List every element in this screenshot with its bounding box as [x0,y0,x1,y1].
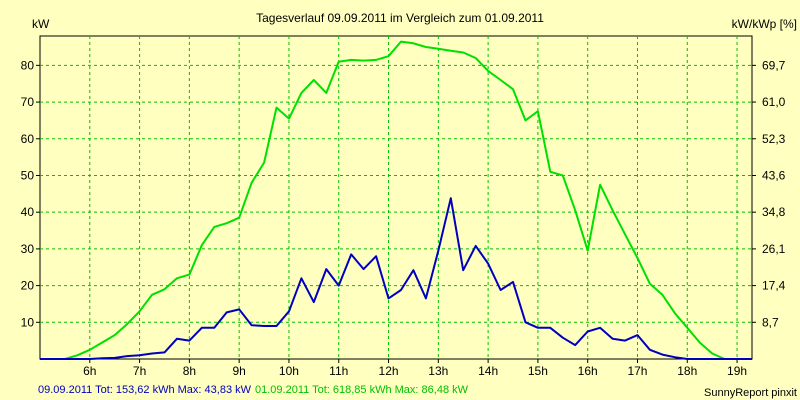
y-tick-label-left: 10 [21,315,35,329]
y-tick-label-left: 70 [21,95,35,109]
series-line-s09 [40,197,752,360]
x-tick-label: 14h [478,364,498,378]
x-tick-label: 12h [379,364,399,378]
y-axis-left-label: kW [32,17,50,31]
grid [40,36,752,359]
y-tick-label-right: 8,7 [762,315,779,329]
y-tick-label-right: 34,8 [762,205,786,219]
x-tick-label: 7h [133,364,146,378]
x-tick-label: 17h [627,364,647,378]
x-tick-label: 10h [279,364,299,378]
legend-series-1: 09.09.2011 Tot: 153,62 kWh Max: 43,83 kW [38,384,252,396]
y-tick-label-right: 17,4 [762,279,786,293]
x-tick-label: 18h [677,364,697,378]
y-tick-label-right: 69,7 [762,58,786,72]
footer-credit: SunnyReport pinxit [704,387,797,399]
y-axis-right-label: kW/kWp [%] [732,17,797,31]
y-tick-label-left: 20 [21,279,35,293]
x-tick-label: 13h [428,364,448,378]
legend-series-2: 01.09.2011 Tot: 618,85 kWh Max: 86,48 kW [255,384,469,396]
axis-ticks: 6h 7h 8h 9h 10h 11h 12h 13h 14h 15h 16h 17h 18h 19h 10… [21,58,786,378]
y-tick-label-left: 60 [21,132,35,146]
y-tick-label-right: 61,0 [762,95,786,109]
y-tick-label-right: 26,1 [762,242,786,256]
y-tick-label-right: 52,3 [762,132,786,146]
y-tick-label-left: 80 [21,58,35,72]
chart-title: Tagesverlauf 09.09.2011 im Vergleich zum… [256,11,544,25]
x-tick-label: 8h [183,364,196,378]
x-tick-label: 11h [329,364,348,378]
x-tick-label: 9h [232,364,245,378]
y-tick-label-left: 40 [21,205,35,219]
y-tick-label-left: 30 [21,242,35,256]
series-layer [40,40,752,360]
x-tick-label: 15h [528,364,548,378]
series-line-s01 [40,40,752,360]
y-tick-label-right: 43,6 [762,168,786,182]
y-tick-label-left: 50 [21,168,35,182]
plot-area-frame [39,35,753,360]
x-tick-label: 6h [83,364,96,378]
x-tick-label: 19h [727,364,747,378]
x-tick-label: 16h [578,364,598,378]
